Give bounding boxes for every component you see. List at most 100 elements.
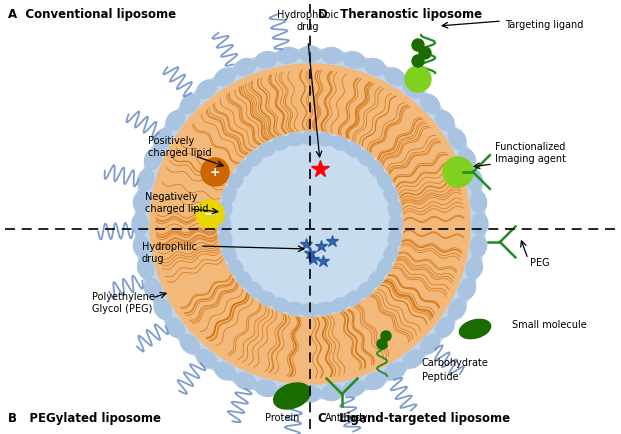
Circle shape (150, 65, 470, 384)
Circle shape (377, 339, 387, 349)
Circle shape (419, 48, 431, 60)
Ellipse shape (180, 95, 199, 114)
Text: Positively
charged lipid: Positively charged lipid (148, 136, 212, 158)
Ellipse shape (134, 191, 150, 213)
Ellipse shape (357, 283, 373, 298)
Ellipse shape (237, 161, 252, 178)
Ellipse shape (321, 385, 343, 401)
Ellipse shape (420, 95, 440, 114)
Ellipse shape (255, 53, 277, 69)
Ellipse shape (316, 133, 334, 147)
Ellipse shape (458, 279, 476, 300)
Circle shape (443, 158, 473, 187)
Ellipse shape (436, 111, 454, 131)
Ellipse shape (330, 298, 348, 312)
Ellipse shape (301, 304, 319, 317)
Text: D   Theranostic liposome: D Theranostic liposome (318, 8, 482, 21)
Ellipse shape (215, 69, 235, 86)
Ellipse shape (321, 48, 343, 64)
Ellipse shape (365, 59, 386, 76)
Text: Protein: Protein (265, 412, 299, 422)
Text: PEG: PEG (530, 257, 550, 267)
Ellipse shape (154, 129, 171, 150)
Ellipse shape (345, 143, 361, 158)
Ellipse shape (255, 380, 277, 397)
Ellipse shape (196, 350, 217, 368)
Ellipse shape (247, 283, 263, 298)
Ellipse shape (145, 149, 161, 170)
Text: B   PEGylated liposome: B PEGylated liposome (8, 411, 161, 424)
Ellipse shape (357, 151, 373, 166)
Ellipse shape (272, 298, 289, 312)
Ellipse shape (138, 258, 154, 279)
Ellipse shape (345, 292, 361, 306)
Ellipse shape (378, 259, 392, 276)
Ellipse shape (368, 161, 384, 178)
Ellipse shape (388, 201, 401, 218)
Ellipse shape (330, 137, 348, 151)
Ellipse shape (420, 335, 440, 354)
Ellipse shape (458, 149, 476, 170)
Ellipse shape (237, 272, 252, 288)
Ellipse shape (466, 170, 483, 191)
Text: Functionalized
Imaging agent: Functionalized Imaging agent (495, 142, 566, 164)
Ellipse shape (448, 129, 466, 150)
Circle shape (196, 201, 224, 228)
Ellipse shape (404, 350, 424, 368)
Ellipse shape (196, 81, 217, 99)
Circle shape (135, 50, 485, 399)
Circle shape (381, 331, 391, 341)
Text: Small molecule: Small molecule (512, 319, 587, 329)
Text: +: + (210, 166, 220, 179)
Ellipse shape (154, 299, 171, 319)
Ellipse shape (286, 302, 304, 316)
Text: C   Ligand-targeted liposome: C Ligand-targeted liposome (318, 411, 510, 424)
Ellipse shape (316, 302, 334, 316)
Ellipse shape (384, 187, 397, 204)
Circle shape (201, 159, 229, 187)
Ellipse shape (219, 201, 232, 218)
Text: Hydrophobic
drug: Hydrophobic drug (277, 10, 339, 32)
Text: Antibody: Antibody (325, 412, 369, 422)
Ellipse shape (368, 272, 384, 288)
Ellipse shape (404, 81, 424, 99)
Ellipse shape (460, 319, 491, 339)
Ellipse shape (219, 230, 232, 248)
Ellipse shape (277, 48, 299, 64)
Ellipse shape (378, 173, 392, 190)
Ellipse shape (217, 216, 230, 233)
Ellipse shape (215, 362, 235, 380)
Text: Targeting ligand: Targeting ligand (505, 20, 583, 30)
Text: Negatively
charged lipid: Negatively charged lipid (145, 192, 209, 213)
Ellipse shape (258, 292, 276, 306)
Ellipse shape (384, 69, 406, 86)
Ellipse shape (274, 383, 310, 409)
Circle shape (412, 40, 424, 52)
Ellipse shape (234, 59, 256, 76)
Ellipse shape (299, 47, 321, 63)
Ellipse shape (166, 318, 184, 338)
Ellipse shape (229, 259, 243, 276)
Ellipse shape (145, 279, 161, 300)
Circle shape (405, 67, 431, 93)
Ellipse shape (234, 373, 256, 390)
Ellipse shape (343, 53, 365, 69)
Ellipse shape (229, 173, 243, 190)
Ellipse shape (472, 214, 488, 236)
Ellipse shape (471, 236, 487, 257)
Ellipse shape (138, 170, 154, 191)
Text: −: − (204, 207, 216, 222)
Text: Peptide: Peptide (422, 371, 459, 381)
Ellipse shape (286, 133, 304, 147)
Ellipse shape (180, 335, 199, 354)
Ellipse shape (222, 187, 236, 204)
Text: Carbohydrate: Carbohydrate (422, 357, 489, 367)
Ellipse shape (166, 111, 184, 131)
Ellipse shape (436, 318, 454, 338)
Ellipse shape (301, 132, 319, 145)
Ellipse shape (272, 137, 289, 151)
Circle shape (218, 133, 402, 316)
Ellipse shape (471, 191, 487, 213)
Ellipse shape (466, 258, 483, 279)
Ellipse shape (258, 143, 276, 158)
